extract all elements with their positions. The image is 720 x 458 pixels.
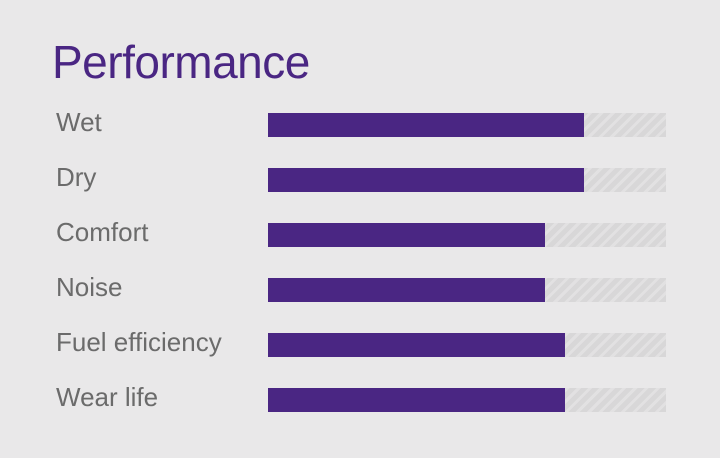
bar-label: Noise <box>56 272 123 302</box>
bar-fill <box>268 113 584 137</box>
bar-track <box>268 223 666 247</box>
bar-row: Wear life <box>0 382 720 415</box>
bar-label: Fuel efficiency <box>56 327 222 357</box>
bar-track <box>268 168 666 192</box>
bar-fill <box>268 168 584 192</box>
bar-track <box>268 113 666 137</box>
bar-row: Noise <box>0 272 720 305</box>
bar-track <box>268 333 666 357</box>
bar-fill <box>268 388 565 412</box>
bar-fill <box>268 278 545 302</box>
bar-row: Fuel efficiency <box>0 327 720 360</box>
bar-label: Comfort <box>56 217 149 247</box>
bar-row: Comfort <box>0 217 720 250</box>
bar-label: Wet <box>56 107 102 137</box>
bar-fill <box>268 223 545 247</box>
bar-track <box>268 278 666 302</box>
bar-row: Wet <box>0 107 720 140</box>
bar-fill <box>268 333 565 357</box>
bar-label: Dry <box>56 162 97 192</box>
panel-title: Performance <box>52 36 310 88</box>
bar-label: Wear life <box>56 382 159 412</box>
bar-track <box>268 388 666 412</box>
bar-row: Dry <box>0 162 720 195</box>
